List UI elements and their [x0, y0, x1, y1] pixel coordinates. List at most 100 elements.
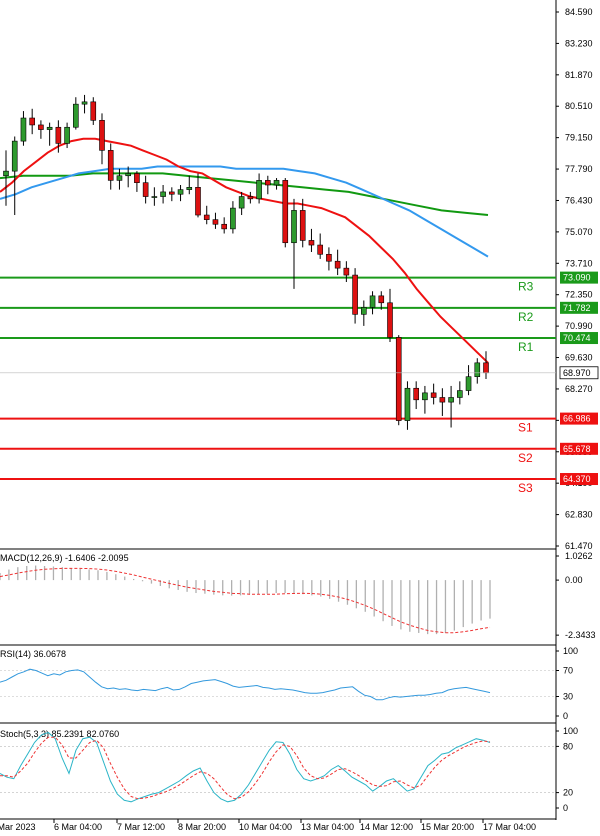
rsi-line	[0, 668, 491, 701]
time-axis: 3 Mar 2023 6 Mar 04:00 7 Mar 12:00 8 Mar 20…	[0, 819, 536, 832]
price-tick-label: 79.150	[565, 133, 593, 143]
candle-body	[282, 180, 289, 244]
level-badge-r1	[560, 332, 598, 345]
stoch-tick-label: 0	[563, 803, 568, 813]
time-tick-label: 15 Mar 20:00	[421, 822, 474, 832]
candle-body	[38, 124, 44, 130]
level-badge-s3	[560, 473, 598, 486]
candle-body	[247, 196, 254, 200]
candle-body	[73, 103, 79, 128]
candle-body	[20, 117, 27, 142]
stoch-tick-label: 100	[563, 726, 578, 736]
price-tick-label: 84.590	[565, 7, 593, 17]
candle-body	[465, 376, 472, 391]
time-tick-label: 6 Mar 04:00	[54, 822, 102, 832]
level-name-r1: R1	[518, 340, 534, 354]
time-tick-label: 13 Mar 04:00	[301, 822, 354, 832]
price-tick-label: 81.870	[565, 70, 593, 80]
rsi-tick-label: 100	[563, 646, 578, 656]
level-name-r3: R3	[518, 280, 534, 294]
stoch-tick-label: 80	[563, 741, 573, 751]
candle-body	[256, 180, 262, 200]
candle-body	[378, 295, 385, 304]
candle-body	[439, 397, 446, 403]
candle-body	[230, 207, 236, 230]
candle-body	[46, 126, 53, 130]
price-tick-label: 72.350	[565, 290, 593, 300]
level-value-r2: 71.782	[563, 303, 591, 313]
rsi-tick-label: 70	[563, 666, 573, 676]
candle-body	[177, 189, 184, 195]
stoch-tick-label: 20	[563, 788, 573, 798]
stochastic-label: Stoch(5,3,3) 85.2391 82.0760	[0, 729, 119, 739]
candle-body	[151, 196, 158, 198]
level-value-r1: 70.474	[563, 333, 591, 343]
candle-body	[334, 260, 341, 269]
time-tick-label: 17 Mar 04:00	[483, 822, 536, 832]
candle-body	[142, 182, 149, 197]
price-tick-label: 70.990	[565, 321, 593, 331]
candle-body	[134, 173, 140, 183]
macd-tick-label: -2.3433	[565, 630, 596, 640]
level-badge-r3	[560, 271, 598, 284]
time-tick-label: 10 Mar 04:00	[239, 822, 292, 832]
candle-body	[11, 140, 18, 172]
macd-tick-label: 0.00	[565, 575, 583, 585]
rsi-tick-label: 30	[563, 692, 573, 702]
level-badge-r2	[560, 301, 598, 314]
macd-label: MACD(12,26,9) -1.6406 -2.0095	[0, 553, 129, 563]
time-tick-label: 7 Mar 12:00	[117, 822, 165, 832]
candle-body	[430, 392, 437, 398]
price-pane: 84.590 83.230 81.870 80.510 79.150 77.790 76.4…	[0, 0, 599, 820]
candle-body	[265, 180, 271, 186]
candle-body	[404, 387, 411, 421]
candle-body	[29, 117, 35, 126]
price-tick-label: 76.430	[565, 195, 593, 205]
price-tick-label: 68.270	[565, 384, 593, 394]
level-value-r3: 73.090	[563, 273, 591, 283]
ma-slow-line	[0, 172, 489, 216]
candle-body	[107, 150, 114, 181]
stoch-d-line	[0, 736, 491, 800]
candle-body	[116, 175, 123, 181]
candle-body	[369, 295, 376, 308]
price-tick-label: 69.630	[565, 353, 593, 363]
candle-body	[361, 307, 367, 315]
macd-pane: MACD(12,26,9) -1.6406 -2.0095 1.0262 0.00…	[0, 551, 596, 646]
candle-body	[483, 362, 489, 374]
price-tick-label: 62.830	[565, 510, 593, 520]
price-tick-label: 83.230	[565, 38, 593, 48]
candle-body	[395, 337, 402, 421]
candle-body	[273, 180, 280, 186]
candle-body	[160, 191, 166, 197]
macd-tick-label: 1.0262	[565, 551, 593, 561]
price-tick-label: 75.070	[565, 227, 593, 237]
candle-body	[448, 397, 454, 403]
candle-body	[81, 101, 88, 105]
candle-body	[457, 390, 463, 398]
candle-body	[55, 126, 62, 144]
level-name-r2: R2	[518, 310, 534, 324]
ma-fast-line	[0, 137, 489, 364]
candle-body	[291, 210, 297, 244]
candle-body	[308, 240, 315, 246]
candle-body	[474, 362, 481, 377]
current-price-value: 68.970	[563, 368, 591, 378]
price-tick-label: 73.710	[565, 258, 593, 268]
current-price-badge	[559, 366, 599, 380]
macd-signal-line	[0, 567, 491, 634]
candle-body	[422, 392, 428, 401]
candle-body	[352, 274, 358, 315]
candle-body	[221, 223, 227, 230]
time-tick-label: 3 Mar 2023	[0, 822, 36, 832]
candle-body	[203, 214, 210, 220]
candle-body	[125, 173, 131, 177]
candle-body	[169, 191, 175, 195]
candle-body	[3, 170, 9, 177]
time-tick-label: 14 Mar 12:00	[360, 822, 413, 832]
level-value-s2: 65.678	[563, 444, 591, 454]
level-value-s3: 64.370	[563, 474, 591, 484]
candle-body	[99, 120, 105, 151]
rsi-tick-label: 0	[563, 711, 568, 721]
